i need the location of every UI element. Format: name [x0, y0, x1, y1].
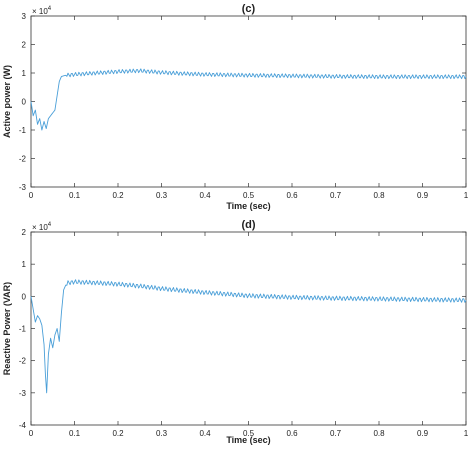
y-tick-label: 2	[22, 228, 27, 237]
y-multiplier: × 104	[32, 6, 52, 16]
chart-panel-c: 0 0.1 0.2 0.3 0.4 0.5 0.6 0.7 0.8 0.9 1 -3 -2 -1 0 1 2 3 (…	[2, 3, 469, 211]
x-tick-label: 0.9	[417, 429, 429, 438]
y-tick-label: -1	[19, 325, 27, 334]
x-tick-label: 0.5	[243, 429, 255, 438]
y-tick-label: 2	[22, 41, 27, 50]
y-axis-label: Active power (W)	[2, 65, 12, 138]
x-tick-label: 0.1	[69, 191, 81, 200]
y-tick-label: -2	[19, 155, 27, 164]
x-axis-label: Time (sec)	[226, 435, 270, 445]
x-tick-label: 0.9	[417, 191, 429, 200]
series-line-0	[30, 279, 467, 394]
y-axis-label: Reactive Power (VAR)	[2, 282, 12, 375]
y-tick-label: 1	[22, 69, 27, 78]
plot-area	[30, 231, 467, 426]
y-multiplier: × 104	[32, 222, 52, 232]
y-multiplier-base: × 10	[32, 7, 48, 16]
y-tick-label: -4	[19, 421, 27, 430]
x-tick-label: 0.2	[112, 429, 124, 438]
x-tick-label: 0.4	[199, 429, 211, 438]
y-tick-label: -3	[19, 389, 27, 398]
plot-area	[30, 15, 467, 188]
y-tick-label: 3	[22, 12, 27, 21]
x-tick-label: 0.2	[112, 191, 124, 200]
x-tick-label: 0	[29, 429, 34, 438]
y-multiplier-exponent: 4	[48, 6, 52, 12]
x-tick-label: 0.7	[330, 429, 342, 438]
x-tick-label: 0.3	[156, 191, 168, 200]
series-line-0	[30, 68, 467, 131]
y-tick-label: 0	[22, 292, 27, 301]
y-multiplier-base: × 10	[32, 223, 48, 232]
y-tick-label: 0	[22, 98, 27, 107]
chart-panel-d: 0 0.1 0.2 0.3 0.4 0.5 0.6 0.7 0.8 0.9 1 -4 -3 -2 -1 0 1 2…	[2, 219, 469, 445]
chart-title: (c)	[242, 3, 256, 15]
x-tick-label: 0.4	[199, 191, 211, 200]
x-tick-label: 1	[464, 191, 469, 200]
y-tick-label: -1	[19, 126, 27, 135]
y-tick-label: -2	[19, 357, 27, 366]
x-tick-label: 0.6	[286, 191, 298, 200]
x-tick-label: 0.6	[286, 429, 298, 438]
x-tick-label: 1	[464, 429, 469, 438]
chart-title: (d)	[241, 219, 255, 231]
x-axis-label: Time (sec)	[226, 201, 270, 211]
x-tick-label: 0.7	[330, 191, 342, 200]
y-multiplier-exponent: 4	[48, 222, 52, 228]
x-tick-label: 0	[29, 191, 34, 200]
x-tick-label: 0.8	[373, 191, 385, 200]
x-tick-label: 0.8	[373, 429, 385, 438]
x-tick-label: 0.5	[243, 191, 255, 200]
y-tick-label: 1	[22, 260, 27, 269]
x-tick-label: 0.1	[69, 429, 81, 438]
x-tick-label: 0.3	[156, 429, 168, 438]
y-tick-label: -3	[19, 183, 27, 192]
